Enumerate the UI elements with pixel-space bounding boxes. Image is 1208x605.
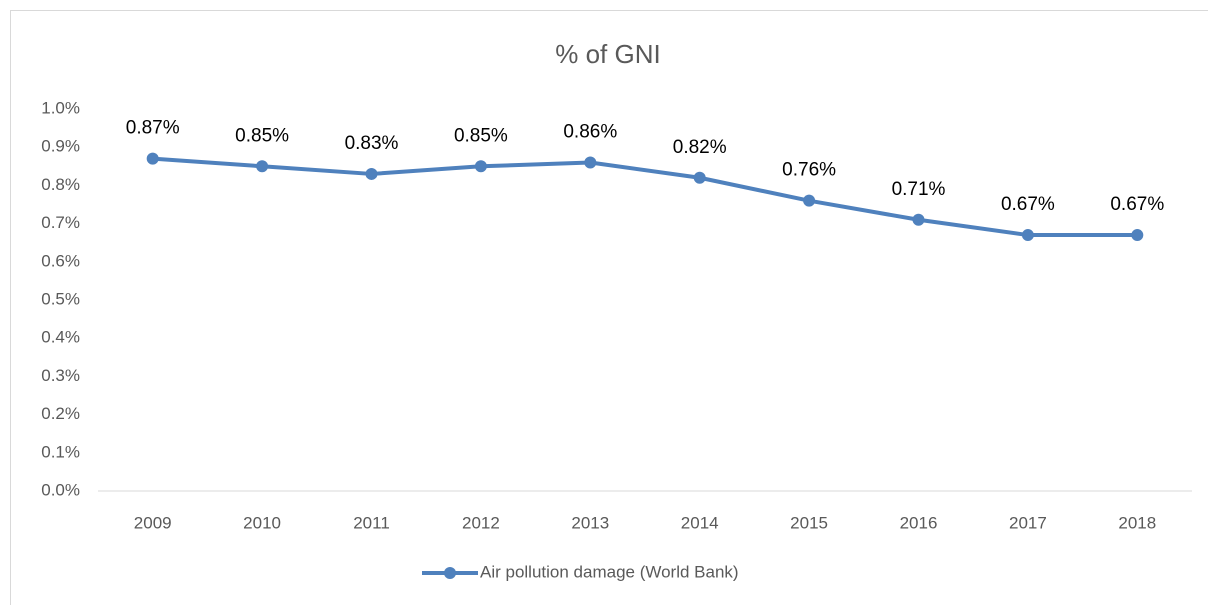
marker <box>584 156 597 169</box>
marker <box>803 194 816 207</box>
x-tick-label: 2015 <box>790 513 828 532</box>
x-tick-label: 2014 <box>681 513 719 532</box>
series-line <box>152 156 1138 238</box>
x-tick-label: 2016 <box>900 513 938 532</box>
data-label: 0.86% <box>563 121 617 142</box>
legend-marker <box>444 567 456 579</box>
marker <box>256 160 269 173</box>
x-tick-label: 2011 <box>353 513 390 532</box>
y-tick-label: 0.2% <box>41 404 80 423</box>
x-tick-label: 2010 <box>243 513 281 532</box>
x-tick-label: 2018 <box>1118 513 1156 532</box>
y-tick-label: 0.5% <box>41 289 80 308</box>
chart-title: % of GNI <box>555 39 660 69</box>
data-label: 0.87% <box>126 118 180 139</box>
y-tick-label: 0.6% <box>41 251 80 270</box>
x-tick-label: 2017 <box>1009 513 1047 532</box>
marker <box>912 213 925 226</box>
data-label: 0.83% <box>345 133 399 154</box>
legend-label: Air pollution damage (World Bank) <box>480 562 739 581</box>
y-tick-label: 0.4% <box>41 328 80 347</box>
data-label: 0.67% <box>1110 194 1164 215</box>
data-label: 0.85% <box>235 125 289 146</box>
y-tick-label: 0.9% <box>41 137 80 156</box>
data-label: 0.67% <box>1001 194 1055 215</box>
marker <box>693 171 706 184</box>
marker <box>1021 229 1034 242</box>
x-tick-label: 2012 <box>462 513 500 532</box>
y-tick-label: 0.7% <box>41 213 80 232</box>
marker <box>365 167 378 180</box>
x-tick-label: 2009 <box>134 513 172 532</box>
y-tick-label: 0.3% <box>41 366 80 385</box>
x-tick-label: 2013 <box>571 513 609 532</box>
data-label: 0.82% <box>673 137 727 158</box>
y-tick-label: 0.8% <box>41 175 80 194</box>
marker <box>474 160 487 173</box>
marker <box>146 152 159 165</box>
marker <box>1131 229 1144 242</box>
chart-border <box>10 10 1208 605</box>
y-tick-label: 1.0% <box>41 98 80 117</box>
data-label: 0.85% <box>454 125 508 146</box>
data-label: 0.76% <box>782 160 836 181</box>
y-tick-label: 0.0% <box>41 480 80 499</box>
data-label: 0.71% <box>892 179 946 200</box>
y-tick-label: 0.1% <box>41 442 80 461</box>
